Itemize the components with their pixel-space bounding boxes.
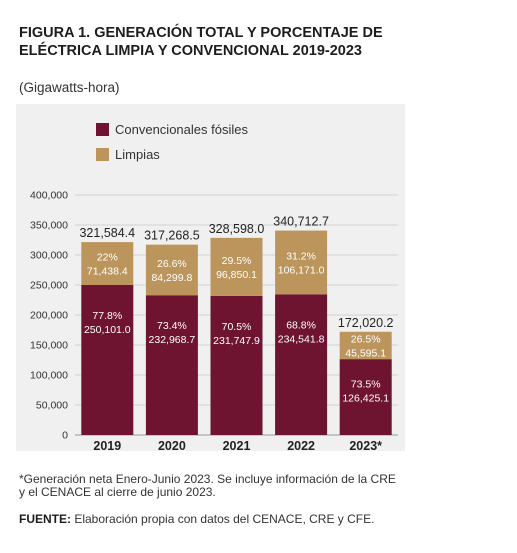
bar-fossil (210, 295, 263, 435)
chart-title: FIGURA 1. GENERACIÓN TOTAL Y PORCENTAJE … (19, 25, 383, 59)
x-tick-label: 2023* (349, 439, 382, 453)
bar-clean (81, 242, 134, 285)
x-tick-label: 2019 (93, 439, 121, 453)
clean-pct-label: 26.5% (351, 333, 381, 345)
fossil-pct-label: 68.8% (286, 319, 316, 331)
x-tick-label: 2022 (287, 439, 315, 453)
source-label: FUENTE: (19, 512, 71, 526)
total-label: 317,268.5 (144, 229, 200, 243)
y-tick-label: 250,000 (30, 280, 68, 292)
clean-pct-label: 29.5% (222, 255, 252, 267)
fossil-pct-label: 73.5% (351, 378, 381, 390)
bar-clean (339, 331, 392, 360)
source-text: Elaboración propia con datos del CENACE,… (71, 512, 375, 526)
clean-value-label: 96,850.1 (216, 269, 257, 281)
y-tick-label: 100,000 (30, 370, 68, 382)
y-tick-label: 50,000 (36, 400, 68, 412)
y-tick-label: 200,000 (30, 310, 68, 322)
clean-value-label: 71,438.4 (87, 266, 128, 278)
y-tick-label: 150,000 (30, 340, 68, 352)
total-label: 321,584.4 (79, 226, 135, 240)
bar-fossil (81, 284, 134, 435)
y-tick-label: 0 (62, 430, 68, 442)
y-tick-label: 300,000 (30, 250, 68, 262)
legend-item-clean: Limpias (96, 147, 160, 162)
bar-fossil (145, 295, 198, 435)
bar-clean (275, 230, 328, 295)
clean-pct-label: 26.6% (157, 258, 187, 270)
legend-item-fossil: Convencionales fósiles (96, 122, 248, 137)
y-tick-label: 350,000 (30, 220, 68, 232)
source-note: FUENTE: Elaboración propia con datos del… (19, 513, 404, 526)
clean-value-label: 106,171.0 (278, 264, 325, 276)
legend-swatch-clean (96, 148, 109, 161)
legend-label-fossil: Convencionales fósiles (115, 122, 248, 137)
chart-subtitle: (Gigawatts-hora) (19, 80, 120, 95)
x-tick-label: 2021 (223, 439, 251, 453)
fossil-value-label: 126,425.1 (342, 392, 389, 404)
clean-value-label: 45,595.1 (345, 347, 386, 359)
bar-clean (145, 244, 198, 296)
clean-pct-label: 31.2% (286, 250, 316, 262)
legend-swatch-fossil (96, 123, 109, 136)
total-label: 340,712.7 (273, 215, 329, 229)
total-label: 328,598.0 (209, 222, 265, 236)
clean-value-label: 84,299.8 (151, 272, 192, 284)
fossil-value-label: 234,541.8 (278, 333, 325, 345)
bar-fossil (339, 359, 392, 435)
footnote: *Generación neta Enero-Junio 2023. Se in… (19, 472, 396, 499)
fossil-pct-label: 70.5% (222, 321, 252, 333)
bar-fossil (275, 294, 328, 435)
bar-clean (210, 237, 263, 296)
fossil-value-label: 232,968.7 (149, 334, 196, 346)
legend-label-clean: Limpias (115, 147, 160, 162)
clean-pct-label: 22% (97, 252, 118, 264)
fossil-pct-label: 73.4% (157, 320, 187, 332)
fossil-pct-label: 77.8% (92, 310, 122, 322)
x-tick-label: 2020 (158, 439, 186, 453)
y-tick-label: 400,000 (30, 190, 68, 202)
fossil-value-label: 231,747.9 (213, 335, 260, 347)
total-label: 172,020.2 (338, 316, 394, 330)
fossil-value-label: 250,101.0 (84, 324, 131, 336)
